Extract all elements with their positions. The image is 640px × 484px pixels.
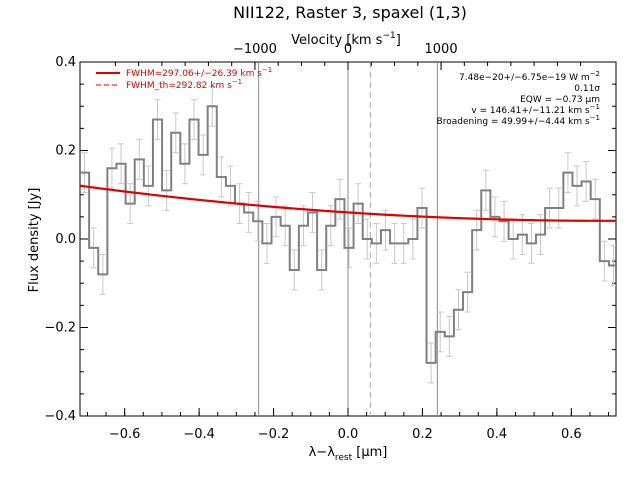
x-tick-label-4: 0.2 [412, 427, 433, 442]
x-tick-label-1: −0.4 [183, 427, 215, 442]
fit-curve [80, 184, 616, 222]
y-tick-label-1: −0.2 [44, 321, 76, 336]
spectrum-step-line [80, 105, 616, 364]
y-tick-label-4: 0.4 [55, 55, 76, 70]
x-tick-label-0: −0.6 [109, 427, 141, 442]
x-tick-label-6: 0.6 [561, 427, 582, 442]
annotation-2: EQW = −0.73 μm [520, 95, 600, 105]
annotation-1: 0.11σ [574, 84, 600, 94]
x-axis-label: λ−λrest [μm] [309, 445, 388, 463]
spectrum-group [80, 85, 616, 384]
top-tick-label-0: −1000 [233, 42, 277, 57]
annotation-0: 7.48e−20+/−6.75e−19 W m−2 [459, 70, 600, 83]
chart-title: NII122, Raster 3, spaxel (1,3) [233, 3, 467, 22]
y-tick-label-3: 0.2 [55, 144, 76, 159]
annotation-4: Broadening = 49.99+/−4.44 km s−1 [437, 114, 600, 127]
x-tick-label-5: 0.4 [487, 427, 508, 442]
y-tick-label-2: 0.0 [55, 232, 76, 247]
top-tick-label-2: 1000 [425, 42, 458, 57]
y-axis-label: Flux density [Jy] [27, 188, 42, 293]
legend-entry-0: FWHM=297.06+/−26.39 km s−1 [126, 66, 272, 79]
annotation-3: v = 146.41+/−11.21 km s−1 [471, 103, 600, 116]
legend-entry-1: FWHM_th=292.82 km s−1 [126, 78, 242, 91]
top-axis-label: Velocity [km s−1] [291, 31, 401, 48]
x-tick-label-3: 0.0 [338, 427, 359, 442]
top-tick-label-1: 0 [344, 42, 352, 57]
x-tick-label-2: −0.2 [258, 427, 290, 442]
y-tick-label-0: −0.4 [44, 409, 76, 424]
